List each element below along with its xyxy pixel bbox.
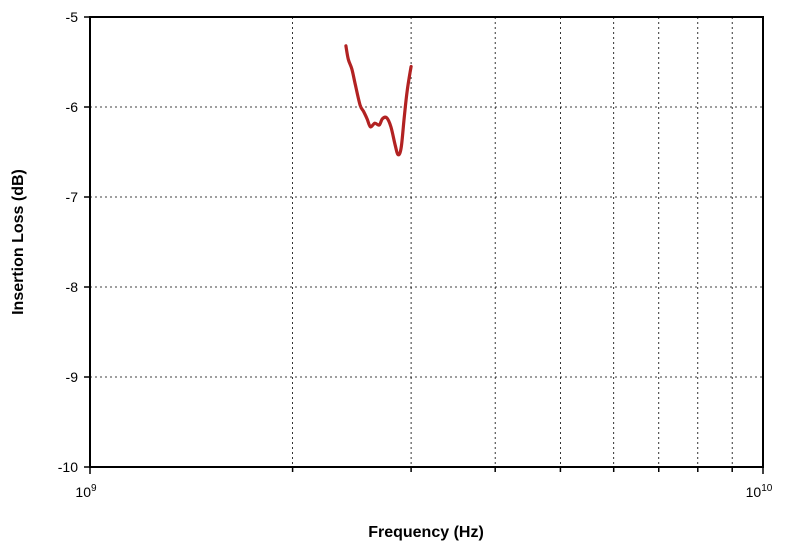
x-tick-label: 109 xyxy=(75,483,97,500)
x-tick-label: 1010 xyxy=(746,483,773,500)
y-tick-label: -7 xyxy=(66,189,79,205)
y-tick-label: -6 xyxy=(66,99,79,115)
x-tick-labels: 109 1010 xyxy=(75,483,772,500)
axis-ticks xyxy=(84,16,764,474)
y-tick-labels: -5 -6 -7 -8 -9 -10 xyxy=(58,9,78,475)
y-axis-title: Insertion Loss (dB) xyxy=(10,169,27,315)
y-tick-label: -10 xyxy=(58,459,78,475)
y-tick-label: -9 xyxy=(66,369,79,385)
plot-frame xyxy=(89,16,764,468)
series-line xyxy=(344,44,413,157)
x-axis-title: Frequency (Hz) xyxy=(368,524,484,541)
grid-lines xyxy=(90,17,763,467)
y-tick-label: -8 xyxy=(66,279,79,295)
data-series xyxy=(344,44,413,157)
y-tick-label: -5 xyxy=(66,9,79,25)
